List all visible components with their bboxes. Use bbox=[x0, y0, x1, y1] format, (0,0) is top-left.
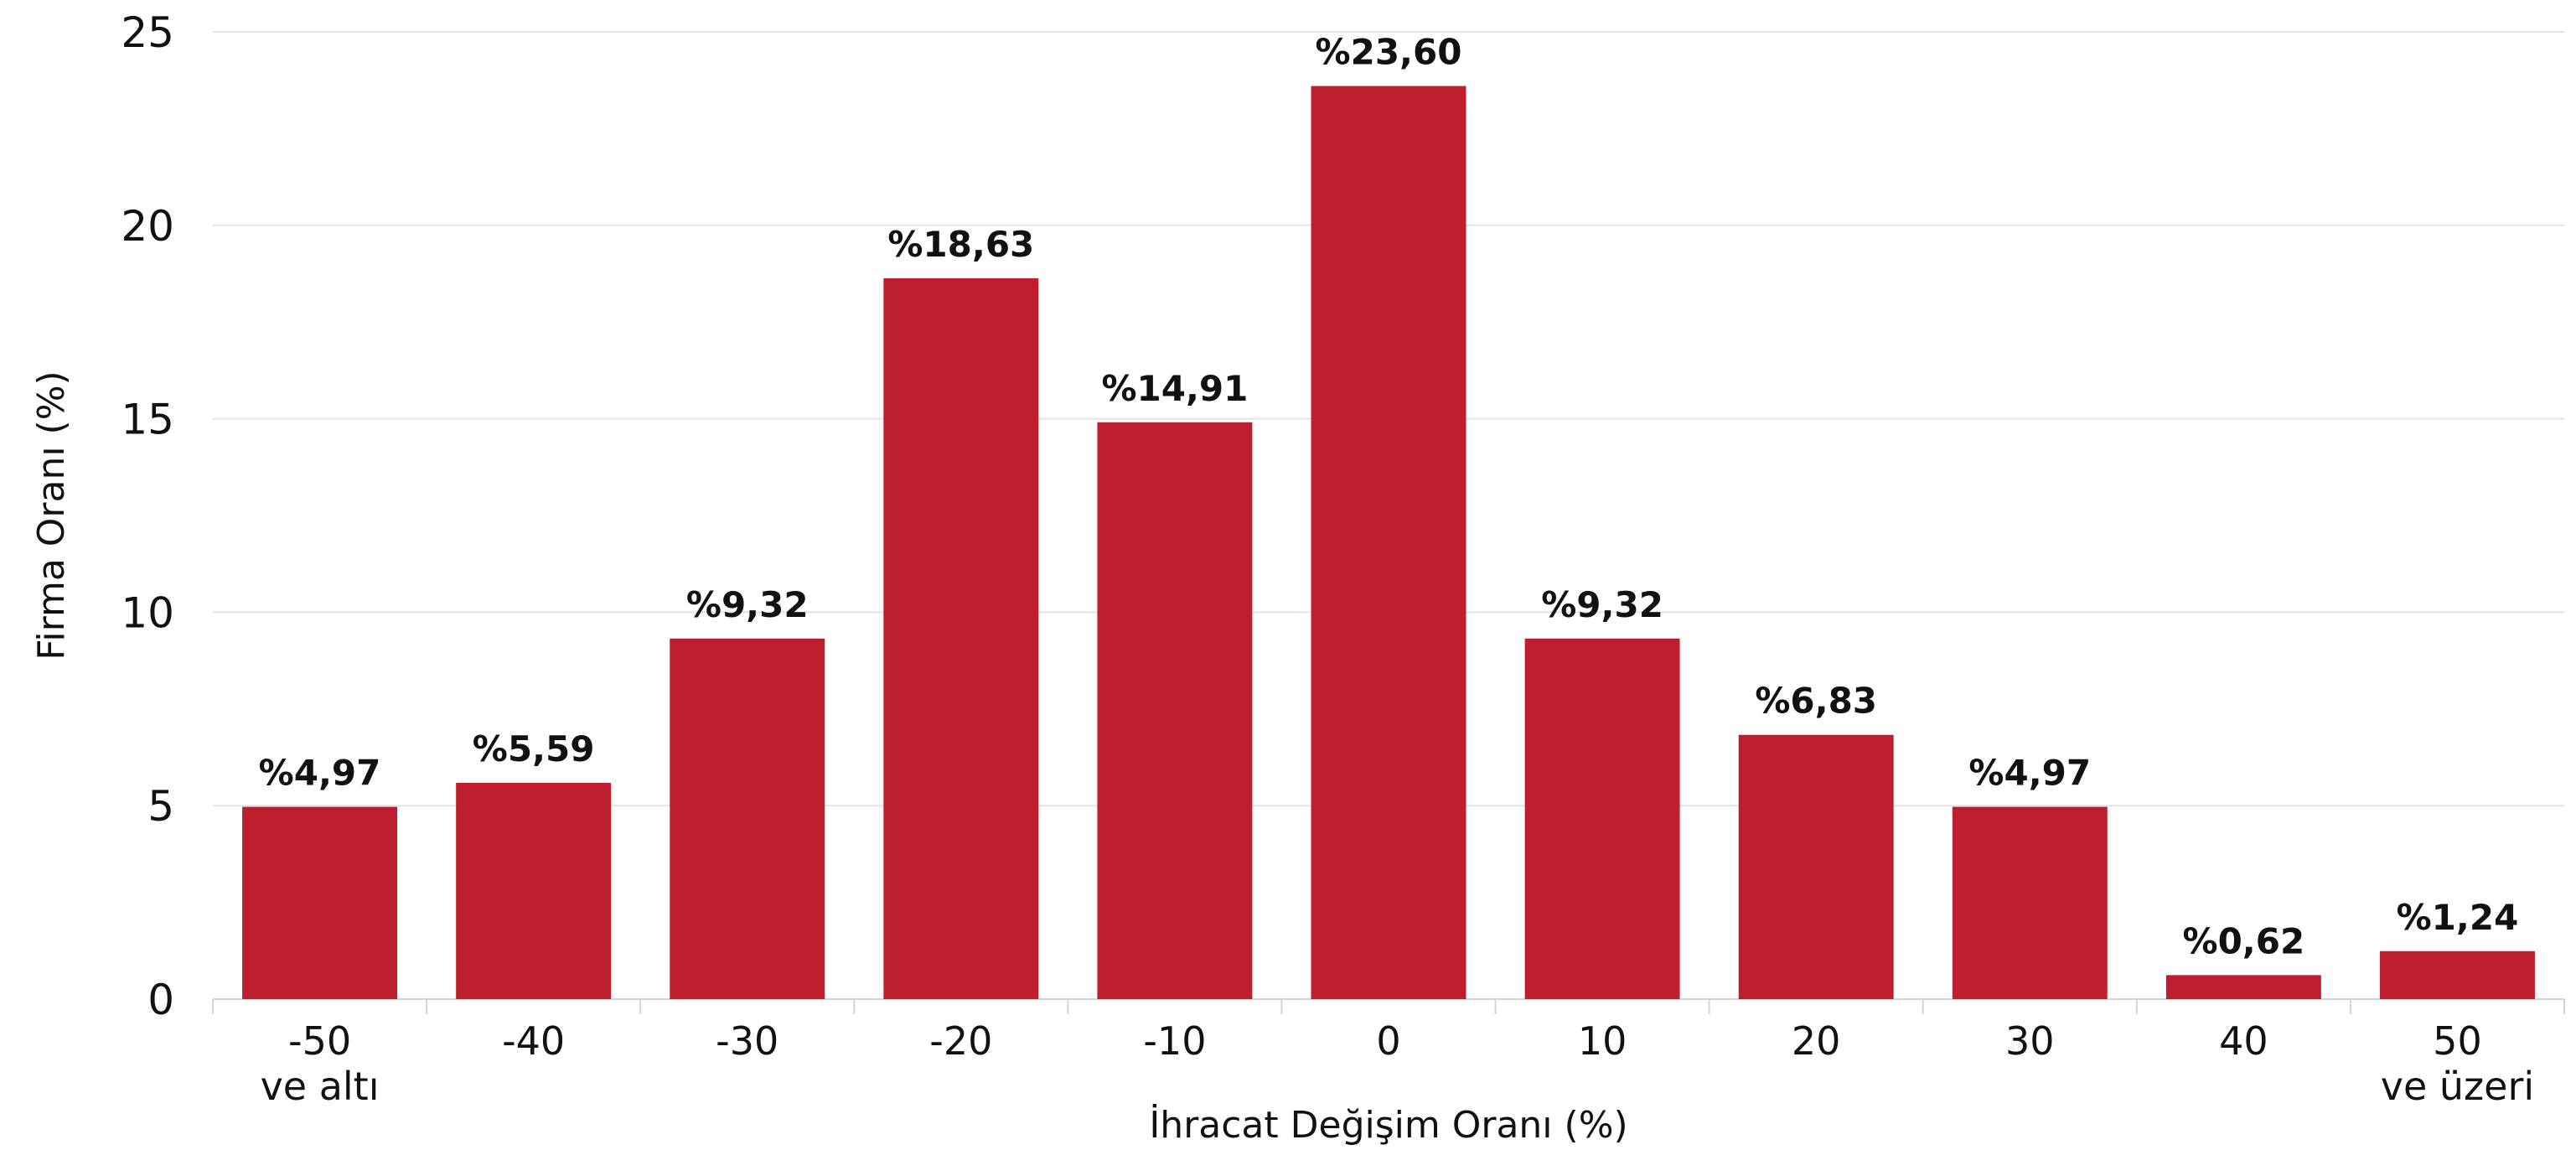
bar bbox=[1097, 422, 1253, 999]
x-tick-label: 40 bbox=[2219, 1018, 2268, 1064]
y-tick-label: 15 bbox=[121, 396, 174, 444]
x-tick-label: -40 bbox=[502, 1018, 565, 1064]
y-tick-label: 0 bbox=[147, 976, 174, 1024]
bar-data-label: %18,63 bbox=[887, 224, 1034, 265]
data-labels: %4,97 %5,59 %9,32 %18,63 %14,91 %23,60 %9,32 %6… bbox=[259, 32, 2519, 962]
x-tick-label: 10 bbox=[1578, 1018, 1627, 1064]
y-axis-title: Firma Oranı (%) bbox=[30, 370, 73, 660]
bar-data-label: %0,62 bbox=[2183, 920, 2305, 961]
x-tick-label: 20 bbox=[1792, 1018, 1841, 1064]
x-tick-label: -20 bbox=[929, 1018, 992, 1064]
bar-data-label: %9,32 bbox=[686, 584, 809, 625]
y-tick-labels: 0 5 10 15 20 25 bbox=[121, 8, 174, 1024]
bar bbox=[1952, 806, 2108, 999]
bar-data-label: %1,24 bbox=[2397, 897, 2519, 938]
x-tick-label: -50 ve altı bbox=[261, 1018, 380, 1109]
x-tick-label: 0 bbox=[1376, 1018, 1400, 1064]
bar bbox=[1738, 734, 1894, 999]
x-tick-label: -30 bbox=[716, 1018, 778, 1064]
x-tick-label: 50 ve üzeri bbox=[2381, 1018, 2534, 1109]
y-tick-label: 5 bbox=[147, 782, 174, 831]
x-axis-title: İhracat Değişim Oranı (%) bbox=[1149, 1103, 1627, 1147]
bar-data-label: %6,83 bbox=[1755, 681, 1877, 722]
bar bbox=[883, 278, 1039, 1000]
bars bbox=[242, 85, 2535, 1000]
bar bbox=[1524, 638, 1680, 999]
bar bbox=[2379, 951, 2535, 999]
bar-data-label: %4,97 bbox=[259, 753, 381, 794]
bar bbox=[1311, 85, 1466, 999]
x-tick-label: -10 bbox=[1143, 1018, 1206, 1064]
y-tick-label: 10 bbox=[121, 588, 174, 637]
y-tick-label: 20 bbox=[121, 202, 174, 251]
bar-data-label: %4,97 bbox=[1968, 753, 2091, 794]
y-tick-label: 25 bbox=[121, 8, 174, 57]
bar bbox=[2165, 975, 2321, 999]
bar bbox=[242, 806, 398, 999]
bar bbox=[670, 638, 825, 999]
bar-data-label: %9,32 bbox=[1541, 584, 1663, 625]
bar-data-label: %5,59 bbox=[473, 728, 595, 769]
bar-data-label: %23,60 bbox=[1316, 32, 1462, 73]
bar bbox=[456, 782, 612, 999]
x-tick-label: 30 bbox=[2005, 1018, 2055, 1064]
bar-data-label: %14,91 bbox=[1101, 368, 1248, 409]
x-tick-labels: -50 ve altı -40 -30 -20 -10 0 10 20 30 40 50 ve üzer… bbox=[261, 1018, 2535, 1109]
x-axis bbox=[212, 998, 2565, 1014]
